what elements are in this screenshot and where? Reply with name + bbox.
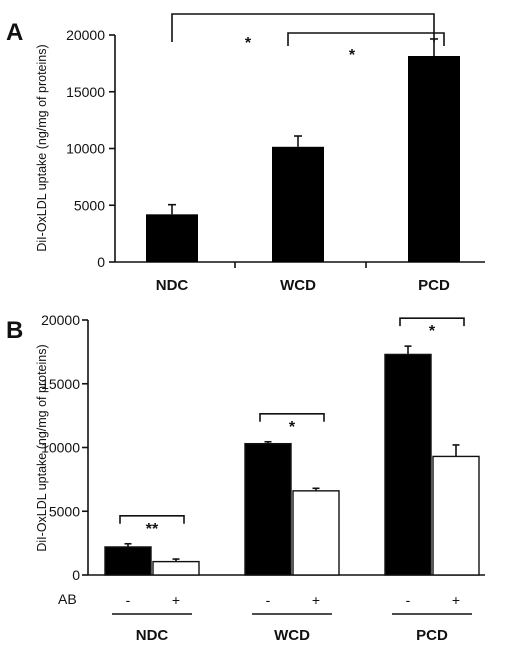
panel-b-y-tick-label: 20000 <box>41 312 80 328</box>
panel-b-bar-wcd-plus <box>292 490 340 576</box>
panel-b-ab-mark: + <box>172 592 180 608</box>
panel-b-significance-bracket <box>119 514 185 524</box>
panel-b-category-label: NDC <box>136 627 169 644</box>
panel-a-category-label: WCD <box>280 277 316 294</box>
panel-a-category-label: PCD <box>418 277 450 294</box>
panel-b-ab-label: AB <box>58 591 77 607</box>
panel-a-category-label: NDC <box>156 277 189 294</box>
panel-b-bar-pcd-plus <box>432 455 480 576</box>
panel-a-y-tick-label: 20000 <box>66 27 105 43</box>
panel-b-bar-wcd-minus <box>244 442 292 576</box>
panel-b-category-label: PCD <box>416 627 448 644</box>
panel-a-y-tick-label: 10000 <box>66 141 105 157</box>
panel-b-y-tick-label: 10000 <box>41 440 80 456</box>
panel-a-y-tick-label: 0 <box>97 254 105 270</box>
panel-b-ab-mark: - <box>406 592 411 608</box>
panel-b-significance-bracket <box>259 412 325 422</box>
panel-a-letter: A <box>6 19 23 46</box>
panel-b-y-tick-label: 5000 <box>49 503 80 519</box>
panel-a-significance-bracket <box>287 32 445 46</box>
panel-a-significance-star: * <box>349 47 356 64</box>
panel-b-ab-mark: - <box>266 592 271 608</box>
panel-b-y-tick-label: 15000 <box>41 376 80 392</box>
panel-a-significance-star: * <box>245 35 252 52</box>
panel-b-significance-bracket <box>399 317 465 327</box>
panel-b-y-axis-label: DiI-OxLDL uptake (ng/mg of proteins) <box>35 344 49 551</box>
panel-b-ab-mark: + <box>312 592 320 608</box>
panel-a-bar-ndc <box>146 214 198 262</box>
panel-a-y-tick-label: 5000 <box>74 197 105 213</box>
panel-b-ab-mark: - <box>126 592 131 608</box>
panel-b-category-label: WCD <box>274 627 310 644</box>
panel-b-significance-star: * <box>289 419 296 436</box>
panel-b-bar-pcd-minus <box>384 353 432 576</box>
panel-b-significance-star: ** <box>146 521 159 538</box>
panel-b-letter: B <box>6 317 23 344</box>
panel-a-bar-pcd <box>408 55 460 263</box>
panel-a-y-axis-label: DiI-OxLDL uptake (ng/mg of proteins) <box>35 44 49 251</box>
panel-b-bar-ndc-minus <box>104 546 152 576</box>
panel-b-bar-ndc-plus <box>152 560 200 576</box>
panel-a-significance-bracket <box>171 13 435 42</box>
panel-b-ab-mark: + <box>452 592 460 608</box>
panel-b-significance-star: * <box>429 323 436 340</box>
panel-b-y-tick-label: 0 <box>72 567 80 583</box>
panel-a-y-tick-label: 15000 <box>66 84 105 100</box>
panel-a-bar-wcd <box>272 146 324 262</box>
